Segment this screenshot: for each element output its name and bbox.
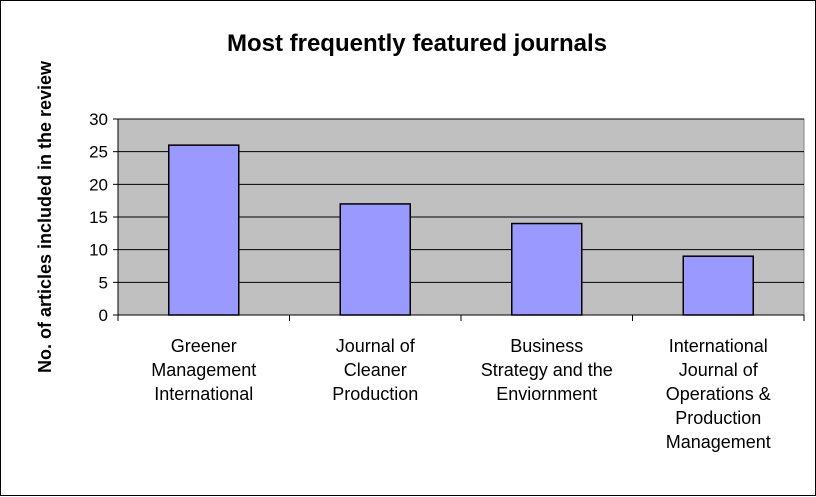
bar-3: [512, 224, 582, 315]
bar-2: [340, 204, 410, 315]
bar-1: [169, 145, 239, 315]
x-category-labels: Greener Management International Journal of…: [151, 336, 771, 452]
y-tick-label: 10: [89, 241, 108, 260]
category-label-line: Journal of: [336, 336, 416, 356]
category-label-line: Greener: [171, 336, 237, 356]
category-label-line: Cleaner: [344, 360, 407, 380]
category-label-3: Business Strategy and the Enviornment: [481, 336, 613, 404]
y-tick-label: 30: [89, 110, 108, 129]
y-tick-label: 15: [89, 208, 108, 227]
y-tick-label: 5: [99, 273, 108, 292]
y-tick-label: 20: [89, 175, 108, 194]
category-label-line: International: [669, 336, 768, 356]
category-label-line: Enviornment: [496, 384, 597, 404]
category-label-4: International Journal of Operations & Produ…: [666, 336, 771, 452]
bar-4: [683, 256, 753, 315]
category-label-line: International: [154, 384, 253, 404]
y-tick-label: 0: [99, 306, 108, 325]
category-label-line: Management: [666, 432, 771, 452]
y-tick-labels: 0 5 10 15 20 25 30: [89, 110, 108, 325]
y-tick-label: 25: [89, 143, 108, 162]
category-label-2: Journal of Cleaner Production: [332, 336, 418, 404]
category-label-line: Production: [675, 408, 761, 428]
category-label-line: Business: [510, 336, 583, 356]
category-label-line: Strategy and the: [481, 360, 613, 380]
category-label-line: Operations &: [666, 384, 771, 404]
category-label-line: Journal of: [679, 360, 759, 380]
y-axis-label: No. of articles included in the review: [35, 60, 55, 373]
chart-title: Most frequently featured journals: [227, 30, 607, 57]
category-label-line: Management: [151, 360, 256, 380]
category-label-line: Production: [332, 384, 418, 404]
category-label-1: Greener Management International: [151, 336, 256, 404]
